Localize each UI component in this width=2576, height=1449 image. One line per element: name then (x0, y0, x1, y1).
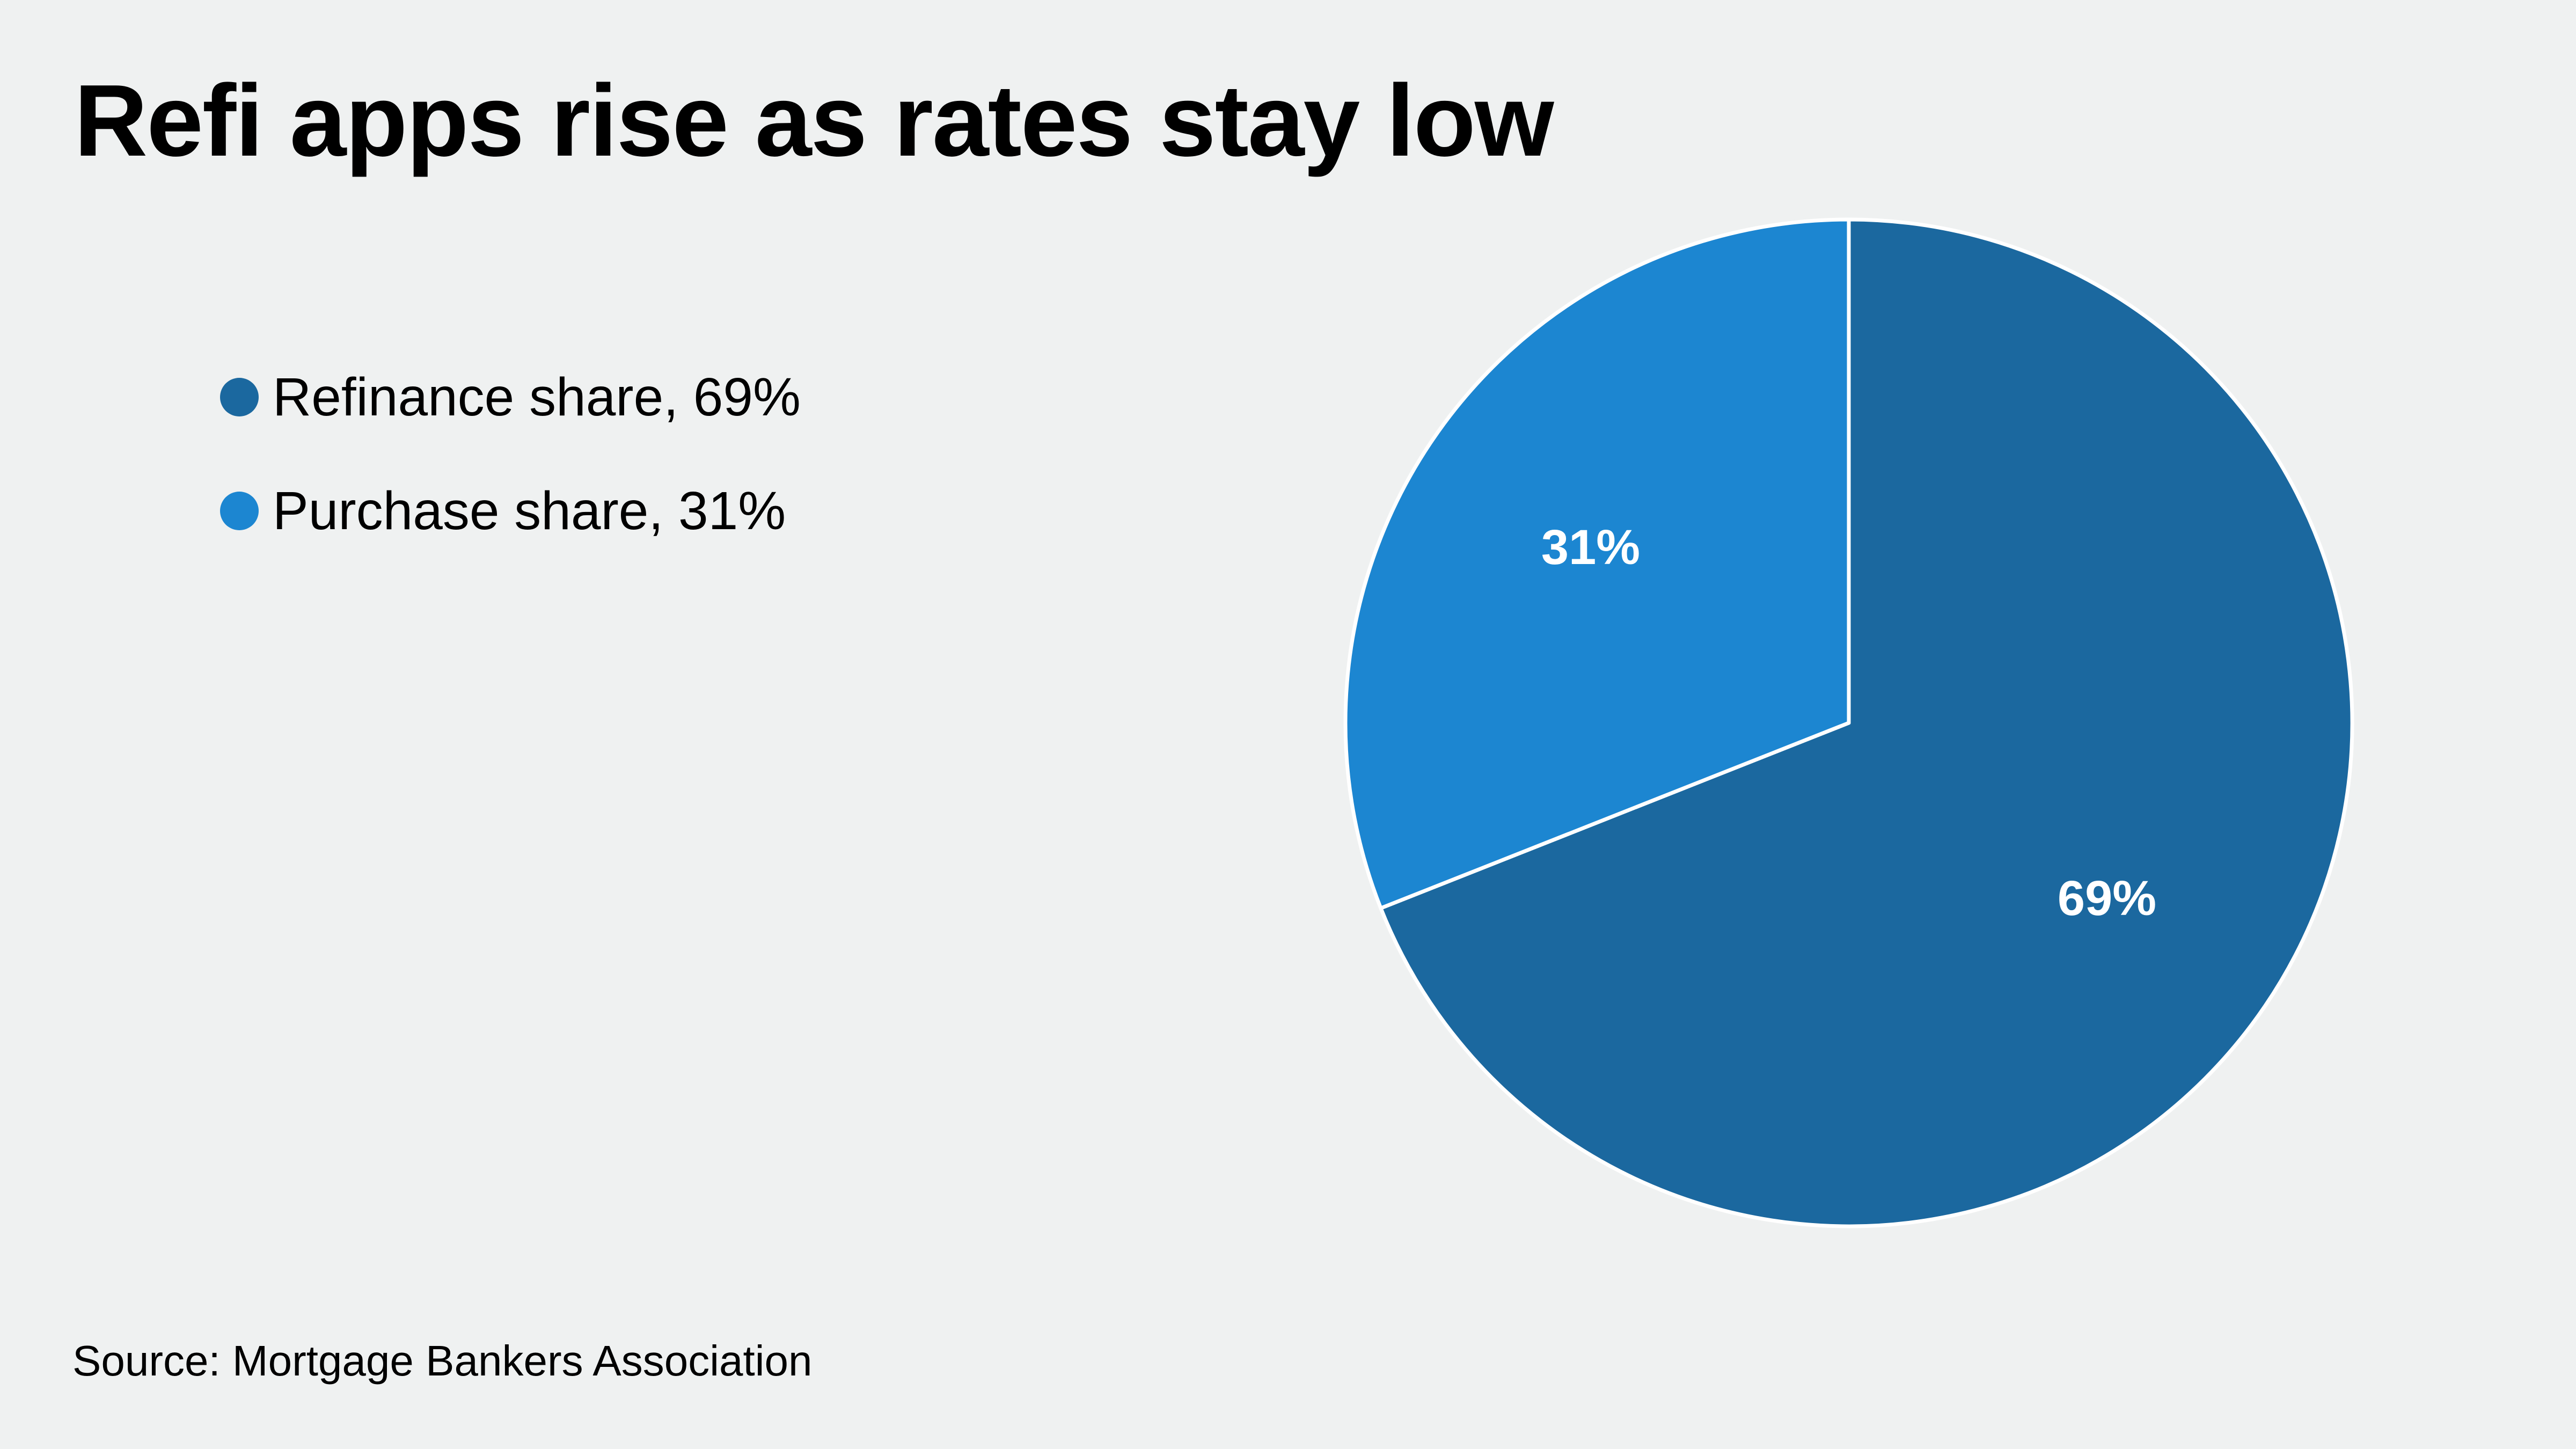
legend-swatch-refinance (220, 378, 259, 416)
legend: Refinance share, 69% Purchase share, 31% (220, 365, 801, 592)
pie-slice-purchase-share (1343, 217, 1851, 910)
chart-title: Refi apps rise as rates stay low (74, 64, 1554, 178)
legend-item-refinance: Refinance share, 69% (220, 365, 801, 429)
legend-item-purchase: Purchase share, 31% (220, 479, 801, 543)
slice-label-purchase-share: 31% (1541, 520, 1640, 575)
legend-label-purchase: Purchase share, 31% (273, 480, 786, 541)
slice-label-refinance-share: 69% (2058, 871, 2156, 926)
legend-label-refinance: Refinance share, 69% (273, 367, 801, 427)
source-note: Source: Mortgage Bankers Association (72, 1337, 813, 1385)
legend-swatch-purchase (220, 492, 259, 530)
pie-slice-refinance-share (1379, 217, 2354, 1228)
